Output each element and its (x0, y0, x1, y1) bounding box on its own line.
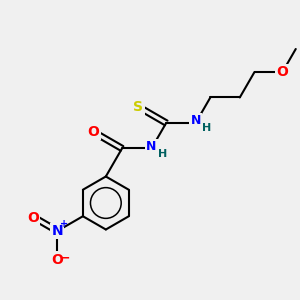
Text: N: N (52, 224, 63, 238)
Text: H: H (202, 123, 212, 133)
Text: O: O (277, 65, 288, 79)
Text: N: N (146, 140, 157, 153)
Text: O: O (27, 212, 39, 226)
Text: O: O (88, 125, 100, 139)
Text: +: + (60, 220, 68, 230)
Text: −: − (59, 252, 70, 265)
Text: O: O (51, 253, 63, 266)
Text: N: N (190, 114, 201, 127)
Text: H: H (158, 149, 167, 159)
Text: S: S (134, 100, 143, 115)
